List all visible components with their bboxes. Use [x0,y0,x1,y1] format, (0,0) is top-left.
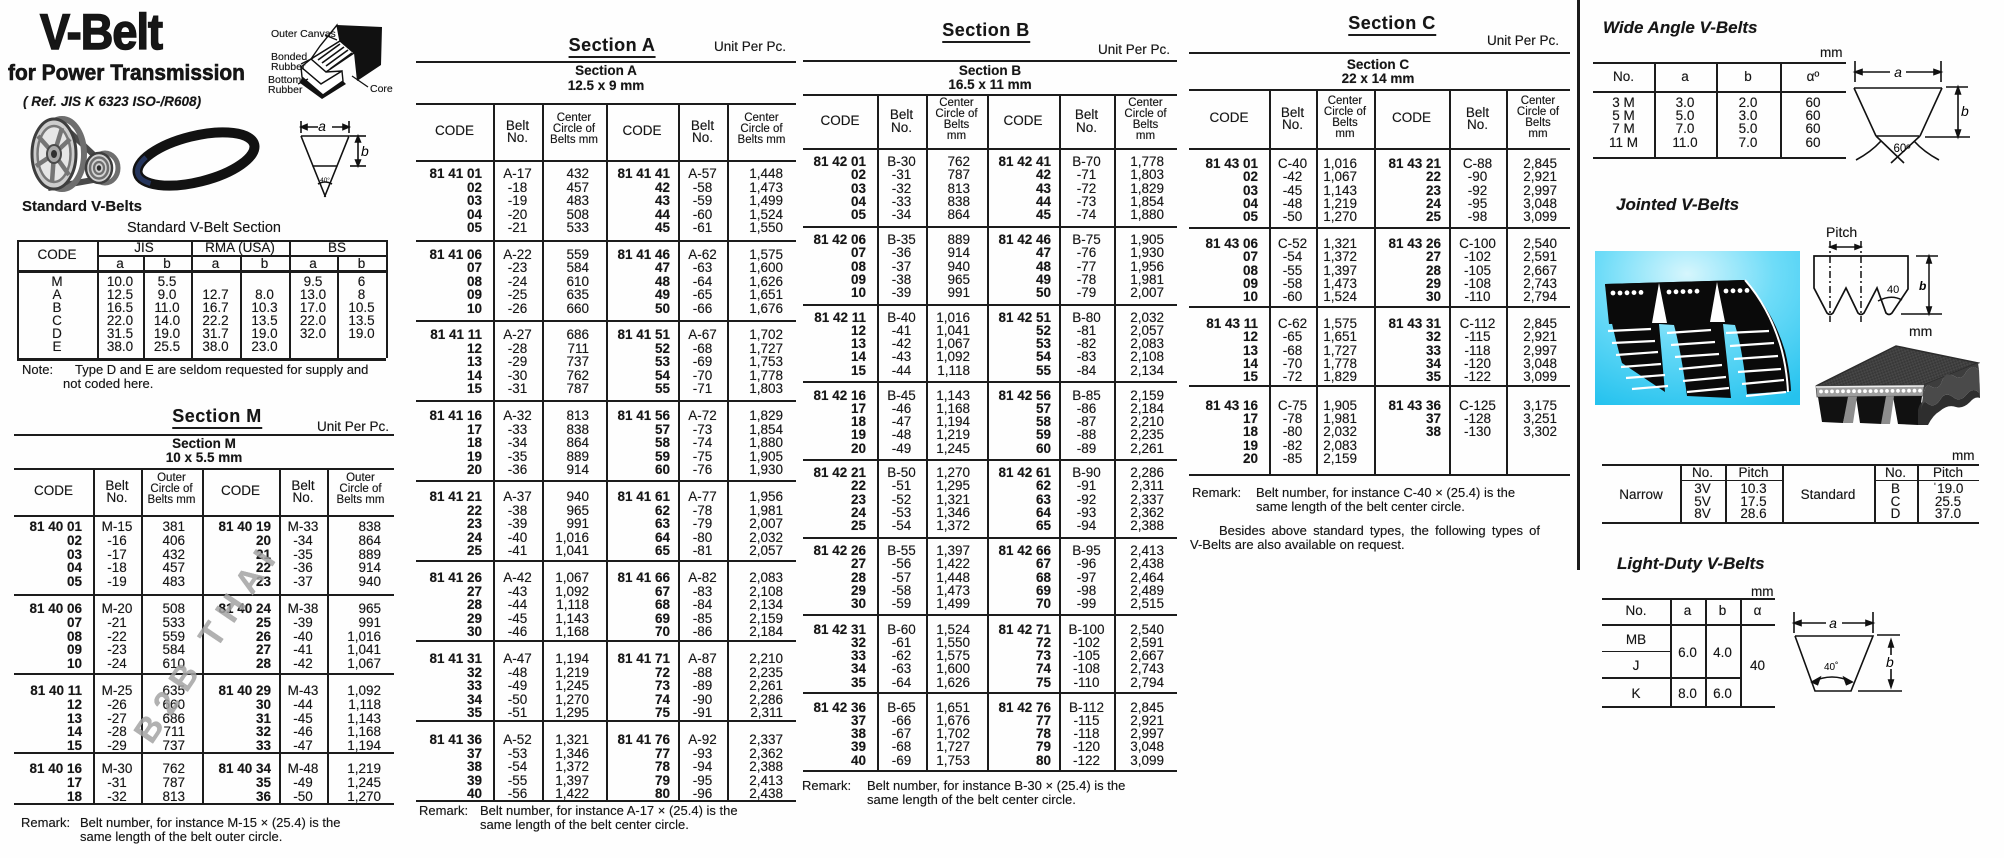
svg-text:60º: 60º [1894,143,1912,155]
svg-text:b: b [1961,103,1969,119]
svg-text:a: a [318,118,326,134]
svg-text:b: b [1919,279,1926,293]
svg-text:40˚: 40˚ [1824,661,1838,673]
svg-text:a: a [1829,615,1837,631]
svg-text:b: b [1886,654,1894,670]
svg-text:a: a [1894,64,1902,80]
svg-text:b: b [361,143,369,159]
svg-text:40: 40 [1887,284,1899,296]
svg-text:40°: 40° [320,176,330,184]
